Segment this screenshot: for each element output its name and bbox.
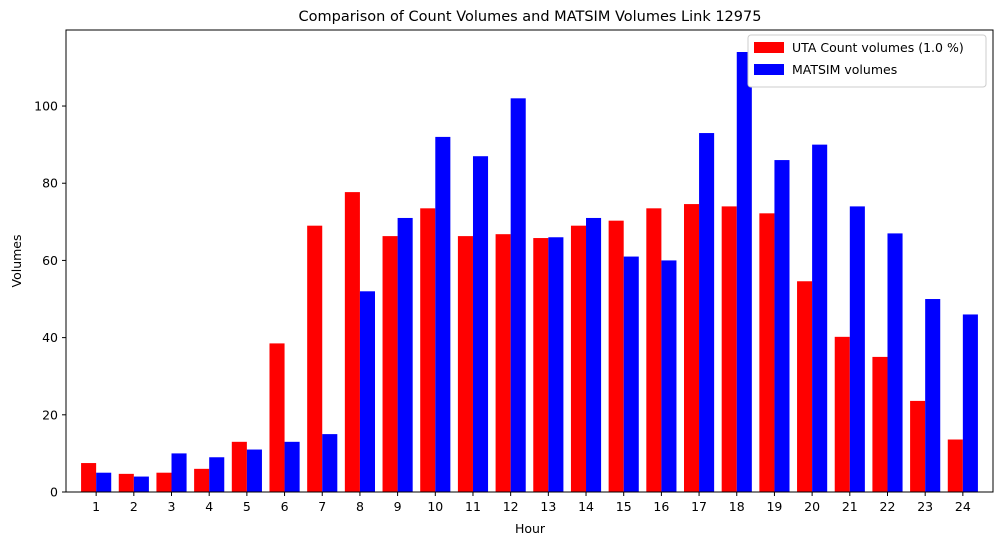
x-tick-label: 15 <box>616 499 632 514</box>
count-bar-8 <box>344 192 360 493</box>
y-axis-label: Volumes <box>9 234 24 287</box>
legend: UTA Count volumes (1.0 %) MATSIM volumes <box>747 34 987 88</box>
count-bar-3 <box>156 472 172 492</box>
legend-label-matsim: MATSIM volumes <box>792 62 897 77</box>
y-tick-label: 100 <box>34 99 58 114</box>
count-bar-18 <box>721 206 737 492</box>
matsim-bar-3 <box>171 453 187 492</box>
legend-frame <box>747 34 987 88</box>
x-tick-label: 3 <box>168 499 176 514</box>
count-bar-20 <box>797 281 813 492</box>
matsim-bar-23 <box>925 299 941 492</box>
x-tick-label: 9 <box>394 499 402 514</box>
count-bar-22 <box>872 356 888 492</box>
matsim-bar-15 <box>623 256 639 492</box>
matsim-bar-5 <box>246 449 262 492</box>
matsim-bar-22 <box>887 233 903 492</box>
x-tick-label: 2 <box>130 499 138 514</box>
y-tick-label: 20 <box>42 407 58 422</box>
y-tick-label: 0 <box>50 485 58 500</box>
count-bar-2 <box>118 473 134 492</box>
y-tick-label: 40 <box>42 330 58 345</box>
x-tick-label: 14 <box>578 499 594 514</box>
matsim-bar-11 <box>472 156 489 492</box>
count-bar-6 <box>269 343 285 492</box>
matsim-bar-9 <box>397 217 413 492</box>
matsim-bar-2 <box>133 476 149 492</box>
x-tick-label: 5 <box>243 499 251 514</box>
count-bar-7 <box>307 225 323 492</box>
x-tick-label: 20 <box>804 499 820 514</box>
legend-label-count: UTA Count volumes (1.0 %) <box>792 40 964 55</box>
matsim-bar-1 <box>96 472 112 492</box>
x-tick-label: 6 <box>281 499 289 514</box>
count-bar-13 <box>533 238 549 492</box>
legend-swatch-count <box>754 42 784 53</box>
x-tick-label: 8 <box>356 499 364 514</box>
count-bar-21 <box>834 336 850 492</box>
x-tick-label: 11 <box>465 499 481 514</box>
x-tick-label: 1 <box>92 499 100 514</box>
count-bar-4 <box>194 468 210 492</box>
count-bar-16 <box>646 208 662 492</box>
count-bar-11 <box>457 236 473 492</box>
count-bar-14 <box>570 225 587 492</box>
count-bar-1 <box>81 463 97 492</box>
x-tick-label: 18 <box>729 499 745 514</box>
x-tick-label: 19 <box>766 499 782 514</box>
x-tick-label: 10 <box>427 499 443 514</box>
plot-frame <box>65 29 994 493</box>
matsim-bar-17 <box>699 133 715 493</box>
x-tick-label: 7 <box>318 499 326 514</box>
count-bar-12 <box>495 234 511 492</box>
x-tick-label: 23 <box>917 499 933 514</box>
matsim-bar-13 <box>548 237 564 492</box>
x-tick-label: 4 <box>205 499 213 514</box>
count-bar-17 <box>684 204 700 492</box>
matsim-bar-14 <box>586 217 602 492</box>
matsim-bar-18 <box>736 52 752 492</box>
y-tick-label: 80 <box>42 176 58 191</box>
x-tick-label: 13 <box>540 499 556 514</box>
matsim-bar-8 <box>359 291 375 492</box>
bars-group <box>81 52 978 493</box>
matsim-bar-4 <box>209 457 225 492</box>
matsim-bar-16 <box>661 260 677 492</box>
x-tick-label: 21 <box>842 499 858 514</box>
count-bar-5 <box>231 441 247 492</box>
chart-title: Comparison of Count Volumes and MATSIM V… <box>299 9 762 25</box>
x-tick-label: 24 <box>955 499 971 514</box>
count-bar-9 <box>382 236 398 492</box>
matsim-bar-12 <box>510 98 526 492</box>
y-axis: 0 20 40 60 80 100 <box>34 99 66 500</box>
count-bar-19 <box>759 213 775 492</box>
x-tick-label: 16 <box>653 499 669 514</box>
x-axis: 1 2 3 4 5 6 7 8 9 10 11 12 13 14 15 16 17 18 19 20 21 22 23 24 <box>92 492 971 514</box>
x-tick-label: 12 <box>503 499 519 514</box>
legend-swatch-matsim <box>754 64 784 75</box>
x-axis-label: Hour <box>515 521 546 536</box>
matsim-bar-20 <box>812 144 828 492</box>
x-tick-label: 22 <box>880 499 896 514</box>
y-tick-label: 60 <box>42 253 58 268</box>
matsim-bar-6 <box>284 441 300 492</box>
matsim-bar-7 <box>322 434 338 492</box>
count-bar-10 <box>420 208 436 492</box>
count-bar-24 <box>947 439 963 492</box>
count-bar-15 <box>608 220 624 493</box>
matsim-bar-21 <box>849 206 865 492</box>
matsim-bar-24 <box>962 314 978 492</box>
count-bar-23 <box>910 400 926 492</box>
x-tick-label: 17 <box>691 499 707 514</box>
matsim-bar-19 <box>774 160 790 492</box>
matsim-bar-10 <box>435 136 451 492</box>
